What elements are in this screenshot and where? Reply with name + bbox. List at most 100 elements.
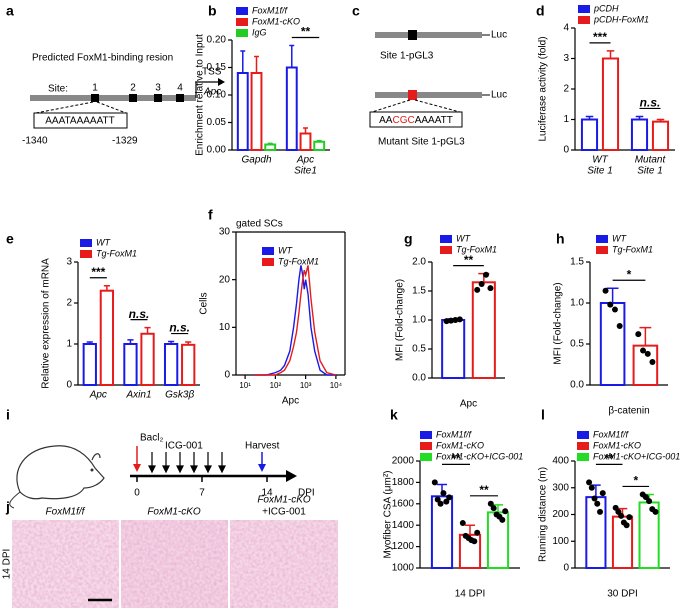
error-bar — [492, 504, 504, 513]
annotation: n.s. — [640, 96, 661, 110]
site — [176, 94, 184, 102]
data-point — [437, 500, 444, 507]
panel-letter: j — [5, 499, 10, 515]
data-point — [652, 508, 659, 515]
bar — [580, 118, 599, 151]
y-tick-label: 0.05 — [207, 117, 227, 128]
data-point — [431, 479, 438, 486]
seq-start: -1340 — [22, 136, 48, 147]
y-tick-label: 0.15 — [207, 62, 227, 73]
y-tick-label: 1000 — [392, 563, 415, 574]
data-point — [443, 498, 450, 505]
legend-label: WT — [612, 233, 627, 243]
bar — [264, 143, 277, 151]
error-bar — [127, 339, 134, 344]
legend-label: Tg-FoxM1 — [456, 244, 497, 254]
y-tick-label: 200 — [552, 509, 569, 520]
x-tick-label: 10¹ — [239, 381, 251, 390]
y-tick-label: 3 — [66, 257, 72, 268]
site-num: 3 — [155, 83, 161, 94]
data-point — [487, 500, 494, 507]
legend-swatch — [577, 442, 589, 450]
y-tick-label: 10 — [219, 322, 231, 333]
bar — [285, 66, 298, 151]
panel-letter: k — [390, 407, 398, 423]
legend-label: FoxM1f/f — [593, 429, 630, 439]
harvest: Harvest — [245, 441, 280, 452]
bar — [250, 72, 263, 151]
y-axis-label: Enrichment relative to Input — [195, 34, 206, 156]
seq-end: -1329 — [112, 136, 138, 147]
site — [129, 94, 137, 102]
x-tick-label: Axin1 — [125, 390, 151, 401]
y-tick-label: 1.0 — [412, 315, 426, 326]
legend-label: IgG — [252, 27, 267, 37]
data-point — [447, 317, 454, 324]
y-tick-label: 0 — [224, 370, 230, 381]
x-axis-label: 30 DPI — [607, 589, 638, 600]
y-axis-label: Luciferase activity (fold) — [538, 36, 549, 141]
annotation: n.s. — [169, 321, 190, 335]
data-point — [434, 496, 441, 503]
mutant-site — [408, 90, 417, 100]
y-axis-label: MFI (Fold-change) — [395, 279, 406, 361]
bar — [651, 120, 670, 152]
histology — [12, 520, 338, 608]
annotation: n.s. — [129, 307, 150, 321]
bar — [313, 140, 326, 151]
y-tick-label: 2.0 — [412, 257, 426, 268]
error-bar — [168, 340, 175, 344]
annotation: * — [627, 267, 632, 281]
data-point — [483, 271, 490, 278]
y-tick-label: 0 — [563, 145, 569, 156]
error-bar — [606, 287, 619, 303]
icg-arrows — [148, 452, 226, 474]
data-point — [586, 479, 593, 486]
legend-label: Tg-FoxM1 — [96, 248, 137, 258]
mutant-seq: AACGCAAAATT — [379, 115, 453, 126]
image-label: FoxM1f/f — [46, 507, 86, 518]
y-tick-label: 0.10 — [207, 90, 227, 101]
data-point — [474, 529, 481, 536]
dpi: DPI — [298, 488, 315, 499]
annotation: ** — [464, 253, 474, 267]
data-point — [443, 318, 450, 325]
y-tick-label: 100 — [552, 536, 569, 547]
zoom-lines — [35, 101, 127, 114]
legend-label: Tg-FoxM1 — [612, 244, 653, 254]
bar — [82, 343, 97, 386]
y-tick-label: 0.00 — [207, 145, 227, 156]
y-axis-label: Cells — [199, 292, 210, 314]
y-tick-label: 0.5 — [570, 339, 584, 350]
data-point — [640, 347, 647, 354]
site — [91, 94, 99, 102]
y-tick-label: 0.20 — [207, 35, 227, 46]
y-tick-label: 0 — [563, 563, 569, 574]
error-bar — [464, 524, 476, 535]
legend-swatch — [596, 246, 608, 254]
error-bar — [316, 139, 322, 142]
a-title: Predicted FoxM1-binding resion — [32, 53, 173, 64]
x-axis-label: β-catenin — [608, 406, 649, 417]
data-point — [646, 498, 653, 505]
y-tick-label: 30 — [219, 227, 231, 238]
error-bar — [86, 341, 93, 344]
y-tick-label: 1 — [66, 339, 72, 350]
error-bar — [656, 118, 665, 122]
arrowhead — [286, 470, 297, 482]
legend-swatch — [262, 258, 274, 266]
legend-swatch — [420, 442, 432, 450]
data-point — [642, 494, 649, 501]
mouse-eye — [90, 468, 94, 472]
data-point — [478, 281, 485, 288]
histogram-line — [254, 265, 336, 376]
histogram-line — [254, 265, 337, 376]
data-point — [644, 350, 651, 357]
wt-label: Site 1-pGL3 — [380, 51, 434, 62]
tss-arrow — [195, 81, 222, 98]
legend-swatch — [577, 431, 589, 439]
site-label: Site: — [48, 84, 68, 95]
annotation: ** — [301, 25, 311, 39]
x-tick-label: Apc — [89, 390, 107, 401]
